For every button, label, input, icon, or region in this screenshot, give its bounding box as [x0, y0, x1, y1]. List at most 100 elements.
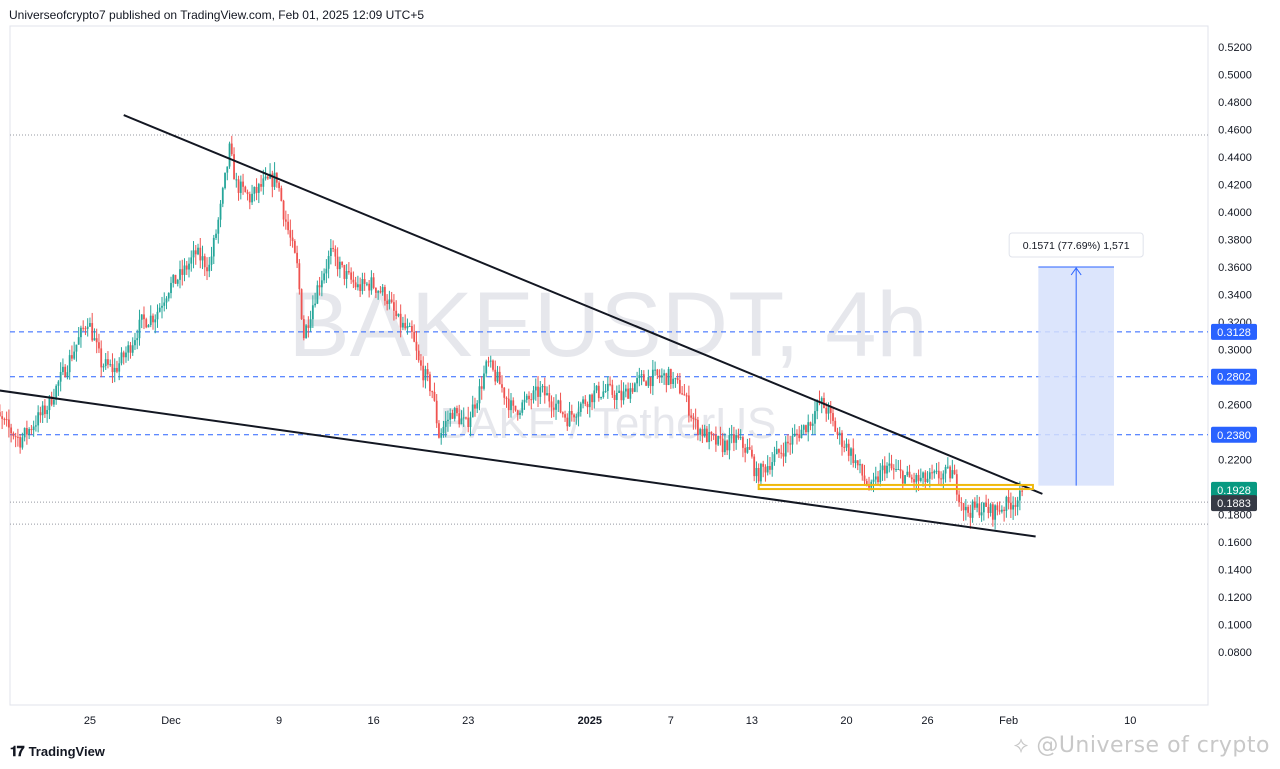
- candle-body: [631, 388, 634, 392]
- candle-body: [381, 287, 384, 293]
- candles-layer: [0, 135, 1024, 530]
- candle-body: [883, 465, 886, 474]
- candle-body: [77, 337, 80, 345]
- candle-body: [913, 479, 915, 483]
- candle-body: [395, 310, 398, 317]
- candle-body: [946, 466, 949, 468]
- candle-body: [237, 179, 240, 193]
- candle-body: [23, 428, 26, 438]
- candle-body: [183, 265, 186, 275]
- candle-body: [458, 413, 461, 425]
- candle-body: [318, 285, 321, 288]
- candle-body: [402, 322, 404, 328]
- candle-body: [586, 403, 589, 408]
- candle-body: [717, 436, 720, 445]
- candle-body: [174, 274, 177, 284]
- candle-body: [832, 413, 834, 421]
- candle-body: [816, 401, 819, 412]
- candle-body: [874, 476, 877, 480]
- candle-body: [426, 369, 429, 375]
- support-zone-box[interactable]: [757, 483, 1034, 491]
- time-tick-label: 16: [368, 715, 380, 727]
- candle-body: [658, 375, 661, 378]
- candle-body: [656, 369, 659, 376]
- time-axis[interactable]: 25 Dec 9 16 23 2025 7 13 20 26 Feb 10: [84, 715, 1137, 727]
- drawings-layer[interactable]: 0.1571 (77.69%) 1,571: [0, 114, 1144, 538]
- candle-body: [361, 279, 364, 291]
- candle-body: [136, 338, 139, 341]
- candle-body: [390, 299, 393, 303]
- price-tick-label: 0.3400: [1218, 290, 1252, 302]
- candle-body: [728, 435, 731, 451]
- candle-body: [375, 287, 377, 293]
- candle-body: [672, 378, 675, 384]
- candle-body: [548, 393, 551, 402]
- candle-body: [116, 367, 118, 372]
- candle-body: [629, 388, 632, 399]
- time-tick-label: 13: [746, 715, 758, 727]
- candle-body: [161, 305, 163, 308]
- price-axis[interactable]: 0.5200 0.5000 0.4800 0.4600 0.4400 0.4200 0.40…: [1211, 42, 1257, 659]
- candle-body: [384, 287, 386, 301]
- candle-body: [674, 378, 677, 380]
- candle-body: [255, 186, 258, 193]
- candle-body: [12, 433, 15, 437]
- candle-body: [991, 504, 994, 520]
- candle-body: [895, 469, 897, 471]
- candle-body: [347, 271, 350, 273]
- upper-resistance-trendline[interactable]: [123, 114, 1043, 495]
- candle-body: [660, 375, 663, 378]
- candle-body: [633, 383, 636, 392]
- candle-body: [143, 314, 145, 320]
- candle-body: [800, 429, 803, 439]
- candle-body: [663, 373, 666, 376]
- candle-body: [568, 410, 571, 427]
- candle-body: [850, 448, 852, 456]
- candle-body: [156, 311, 159, 320]
- candle-body: [996, 505, 999, 511]
- candle-body: [863, 475, 866, 482]
- candle-body: [266, 176, 269, 179]
- candle-body: [528, 395, 530, 400]
- candle-body: [334, 248, 337, 257]
- candle-body: [192, 250, 195, 258]
- candle-body: [814, 411, 816, 424]
- level-price-tag-label: 0.2802: [1217, 372, 1251, 384]
- candle-body: [937, 470, 940, 479]
- candle-body: [104, 359, 107, 367]
- candle-body: [782, 453, 785, 457]
- candle-body: [440, 433, 443, 438]
- candle-body: [422, 365, 425, 381]
- lower-support-trendline[interactable]: [0, 388, 1036, 538]
- candle-body: [696, 419, 699, 435]
- candle-body: [467, 417, 470, 428]
- candle-body: [0, 412, 1, 417]
- candle-body: [336, 256, 339, 270]
- candle-body: [710, 431, 713, 435]
- candle-body: [1016, 500, 1019, 507]
- level-price-tag: [1211, 426, 1257, 443]
- price-tick-label: 0.1800: [1218, 510, 1252, 522]
- tradingview-logo[interactable]: 𝟏𝟕 TradingView: [10, 743, 105, 760]
- candle-body: [140, 314, 143, 320]
- candle-body: [435, 400, 438, 424]
- candle-body: [701, 429, 704, 437]
- candle-body: [615, 392, 618, 400]
- candle-body: [611, 384, 614, 395]
- author-signature: ⟡ @Universe of crypto: [1014, 733, 1270, 758]
- candle-body: [683, 394, 686, 396]
- candle-body: [345, 271, 348, 279]
- cursor-price-tag: [1211, 495, 1257, 512]
- levels-layer: [10, 134, 1208, 525]
- candle-body: [942, 473, 945, 480]
- candle-body: [917, 474, 920, 481]
- candle-body: [442, 426, 445, 434]
- candle-body: [25, 428, 28, 435]
- candle-body: [404, 322, 407, 329]
- candle-body: [129, 345, 132, 353]
- candle-body: [98, 342, 100, 349]
- candle-body: [282, 200, 285, 220]
- candle-body: [341, 261, 344, 266]
- candle-body: [960, 502, 963, 504]
